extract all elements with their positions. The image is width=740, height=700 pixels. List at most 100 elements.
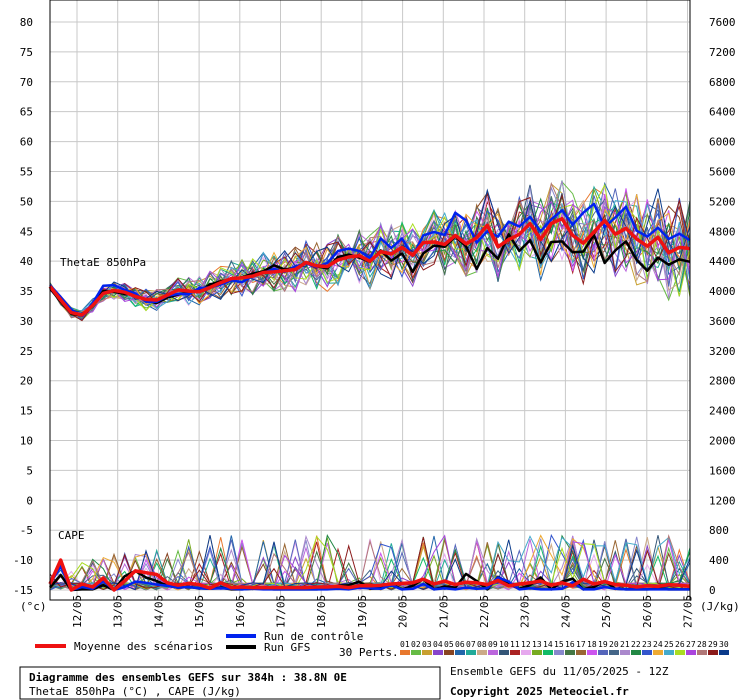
footer-subtitle: ThetaE 850hPa (°C) , CAPE (J/kg) <box>29 685 241 698</box>
perturbation-number: 20 <box>609 640 619 649</box>
date-tick-label: 15/05 <box>193 595 206 628</box>
perturbation-number: 27 <box>686 640 696 649</box>
perturbation-number: 19 <box>598 640 608 649</box>
perturbation-number: 14 <box>543 640 553 649</box>
right-tick-label: 4000 <box>709 285 736 298</box>
left-tick-label: 0 <box>26 494 33 507</box>
perturbation-number: 03 <box>422 640 432 649</box>
perturbation-lines <box>49 180 691 591</box>
plot-frame <box>49 0 691 601</box>
perturbation-swatch <box>455 650 465 655</box>
perturbation-number: 23 <box>642 640 652 649</box>
right-tick-label: 800 <box>709 524 729 537</box>
perturbation-swatch <box>576 650 586 655</box>
legend-control-label: Run de contrôle <box>264 630 363 643</box>
left-tick-label: 15 <box>20 405 33 418</box>
perturbation-number: 21 <box>620 640 630 649</box>
perturbation-swatch <box>422 650 432 655</box>
left-tick-label: 45 <box>20 225 33 238</box>
legend-perts-count: 30 Perts. <box>339 646 399 659</box>
left-tick-label: 65 <box>20 106 33 119</box>
perturbation-number: 25 <box>664 640 674 649</box>
date-tick-label: 13/05 <box>112 595 125 628</box>
perturbation-thetae-line <box>49 194 691 319</box>
perturbation-number: 05 <box>444 640 454 649</box>
legend-gfs-label: Run GFS <box>264 641 310 654</box>
cape-panel-label: CAPE <box>58 529 85 542</box>
main-series-lines <box>48 202 691 592</box>
footer-box <box>19 666 441 700</box>
perturbation-number: 17 <box>576 640 586 649</box>
perturbation-swatch <box>642 650 652 655</box>
perturbation-number: 01 <box>400 640 410 649</box>
perturbation-number: 06 <box>455 640 465 649</box>
date-tick-label: 19/05 <box>356 595 369 628</box>
left-tick-label: 10 <box>20 435 33 448</box>
date-tick-label: 21/05 <box>437 595 450 628</box>
perturbation-swatch <box>708 650 718 655</box>
footer-title: Diagramme des ensembles GEFS sur 384h : … <box>29 671 347 684</box>
perturbation-thetae-line <box>49 188 691 314</box>
perturbation-number: 29 <box>708 640 718 649</box>
perturbation-swatch <box>400 650 410 655</box>
left-axis-unit: (°c) <box>20 600 47 613</box>
perturbation-swatch <box>620 650 630 655</box>
perturbation-number: 22 <box>631 640 641 649</box>
right-axis-unit: (J/kg) <box>700 600 740 613</box>
date-tick-label: 20/05 <box>397 595 410 628</box>
left-tick-label: 20 <box>20 375 33 388</box>
footer-copyright: Copyright 2025 Meteociel.fr <box>450 685 629 698</box>
right-tick-label: 4400 <box>709 255 736 268</box>
perturbation-legend: 01 02 03 04 05 06 07 08 09 10 11 12 13 14 15 16 17 18 19 20… <box>400 640 729 655</box>
left-tick-label: 60 <box>20 136 33 149</box>
perturbation-swatch <box>411 650 421 655</box>
left-tick-label: 75 <box>20 46 33 59</box>
right-axis-ticks: 0 400 800 1200 1600 2000 2400 2800 3200 3600 4000 4… <box>709 16 736 597</box>
perturbation-number: 30 <box>719 640 729 649</box>
perturbation-swatch <box>631 650 641 655</box>
left-tick-label: 40 <box>20 255 33 268</box>
legend-mean-label: Moyenne des scénarios <box>74 640 213 653</box>
perturbation-swatch <box>466 650 476 655</box>
date-tick-label: 12/05 <box>71 595 84 628</box>
perturbation-swatch <box>598 650 608 655</box>
right-tick-label: 2000 <box>709 435 736 448</box>
right-tick-label: 7200 <box>709 46 736 59</box>
perturbation-swatch <box>554 650 564 655</box>
left-tick-label: 70 <box>20 76 33 89</box>
left-axis-ticks: -15 -10 -5 0 5 10 15 20 25 30 35 40 45 50 55 60 65 70 75 80 <box>13 16 33 597</box>
perturbation-swatch <box>565 650 575 655</box>
series-cape-line <box>48 564 690 592</box>
perturbation-number: 15 <box>554 640 564 649</box>
perturbation-swatch <box>510 650 520 655</box>
perturbation-number: 08 <box>477 640 487 649</box>
left-tick-label: 50 <box>20 195 33 208</box>
date-tick-label: 16/05 <box>234 595 247 628</box>
date-tick-label: 22/05 <box>478 595 491 628</box>
perturbation-swatch <box>543 650 553 655</box>
perturbation-swatch <box>686 650 696 655</box>
perturbation-thetae-line <box>49 200 691 315</box>
left-tick-label: 80 <box>20 16 33 29</box>
left-tick-label: -5 <box>20 524 33 537</box>
legend: Moyenne des scénarios Run de contrôle Ru… <box>35 630 729 659</box>
right-tick-label: 6800 <box>709 76 736 89</box>
date-tick-label: 17/05 <box>275 595 288 628</box>
series-thetae-line <box>48 216 691 317</box>
perturbation-swatch <box>477 650 487 655</box>
perturbation-swatch <box>609 650 619 655</box>
date-tick-label: 18/05 <box>315 595 328 628</box>
right-tick-label: 3600 <box>709 315 736 328</box>
right-tick-label: 2400 <box>709 405 736 418</box>
perturbation-swatch <box>444 650 454 655</box>
perturbation-number: 13 <box>532 640 542 649</box>
perturbation-number: 09 <box>488 640 498 649</box>
left-tick-label: 55 <box>20 165 33 178</box>
perturbation-swatch <box>532 650 542 655</box>
date-tick-label: 26/05 <box>641 595 654 628</box>
right-tick-label: 3200 <box>709 345 736 358</box>
right-tick-label: 1200 <box>709 494 736 507</box>
perturbation-thetae-line <box>49 181 691 319</box>
perturbation-swatch <box>719 650 729 655</box>
date-tick-label: 27/05 <box>682 595 695 628</box>
